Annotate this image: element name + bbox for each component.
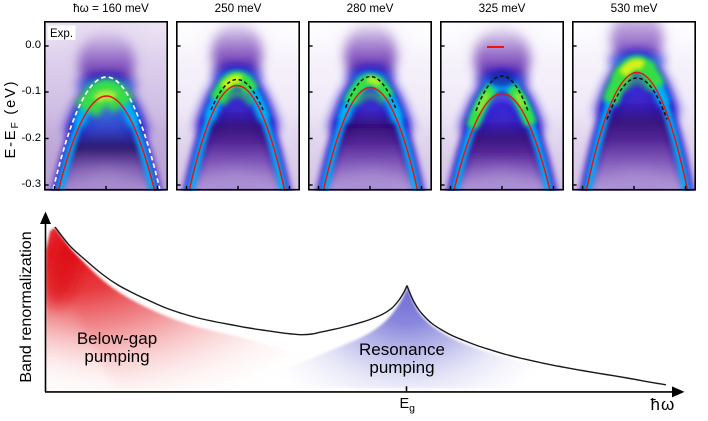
- svg-text:Exp.: Exp.: [50, 28, 73, 40]
